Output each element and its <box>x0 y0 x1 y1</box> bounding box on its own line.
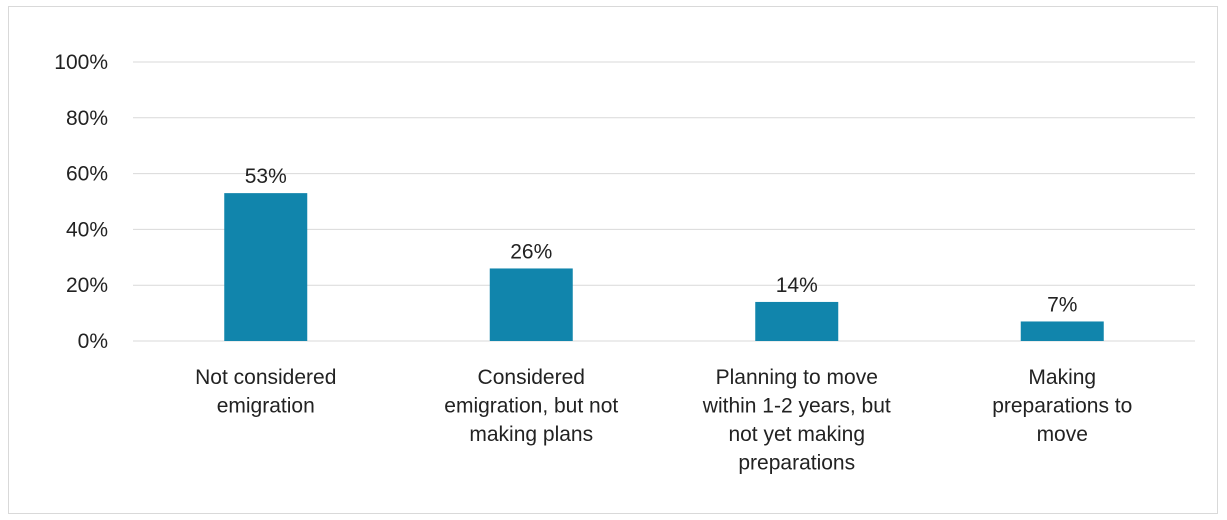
y-tick-label: 100% <box>54 51 108 74</box>
category-labels: Not considered emigration Considered emigra… <box>195 366 1132 475</box>
chart-frame <box>8 6 1218 514</box>
bar <box>489 268 573 341</box>
category-label: Planning to move within 1-2 years, but not… <box>702 366 891 475</box>
y-tick-label: 40% <box>66 218 108 241</box>
category-label: Considered emigration, but not making plan… <box>444 366 618 446</box>
data-label: 53% <box>245 165 287 188</box>
data-label: 14% <box>776 274 818 297</box>
data-label: 26% <box>510 240 552 263</box>
y-axis-tick-labels: 0% 20% 40% 60% 80% 100% <box>54 51 108 353</box>
bar <box>1020 321 1104 341</box>
category-label: Making preparations to move <box>992 366 1132 446</box>
data-label: 7% <box>1047 293 1077 316</box>
y-tick-label: 20% <box>66 274 108 297</box>
y-tick-label: 60% <box>66 163 108 186</box>
bars <box>224 193 1104 341</box>
data-labels: 53% 26% 14% 7% <box>245 165 1078 316</box>
bar <box>755 301 839 341</box>
y-tick-label: 0% <box>78 330 108 353</box>
y-tick-label: 80% <box>66 107 108 130</box>
gridlines <box>133 61 1195 342</box>
bar <box>224 193 308 341</box>
category-label: Not considered emigration <box>195 366 336 418</box>
